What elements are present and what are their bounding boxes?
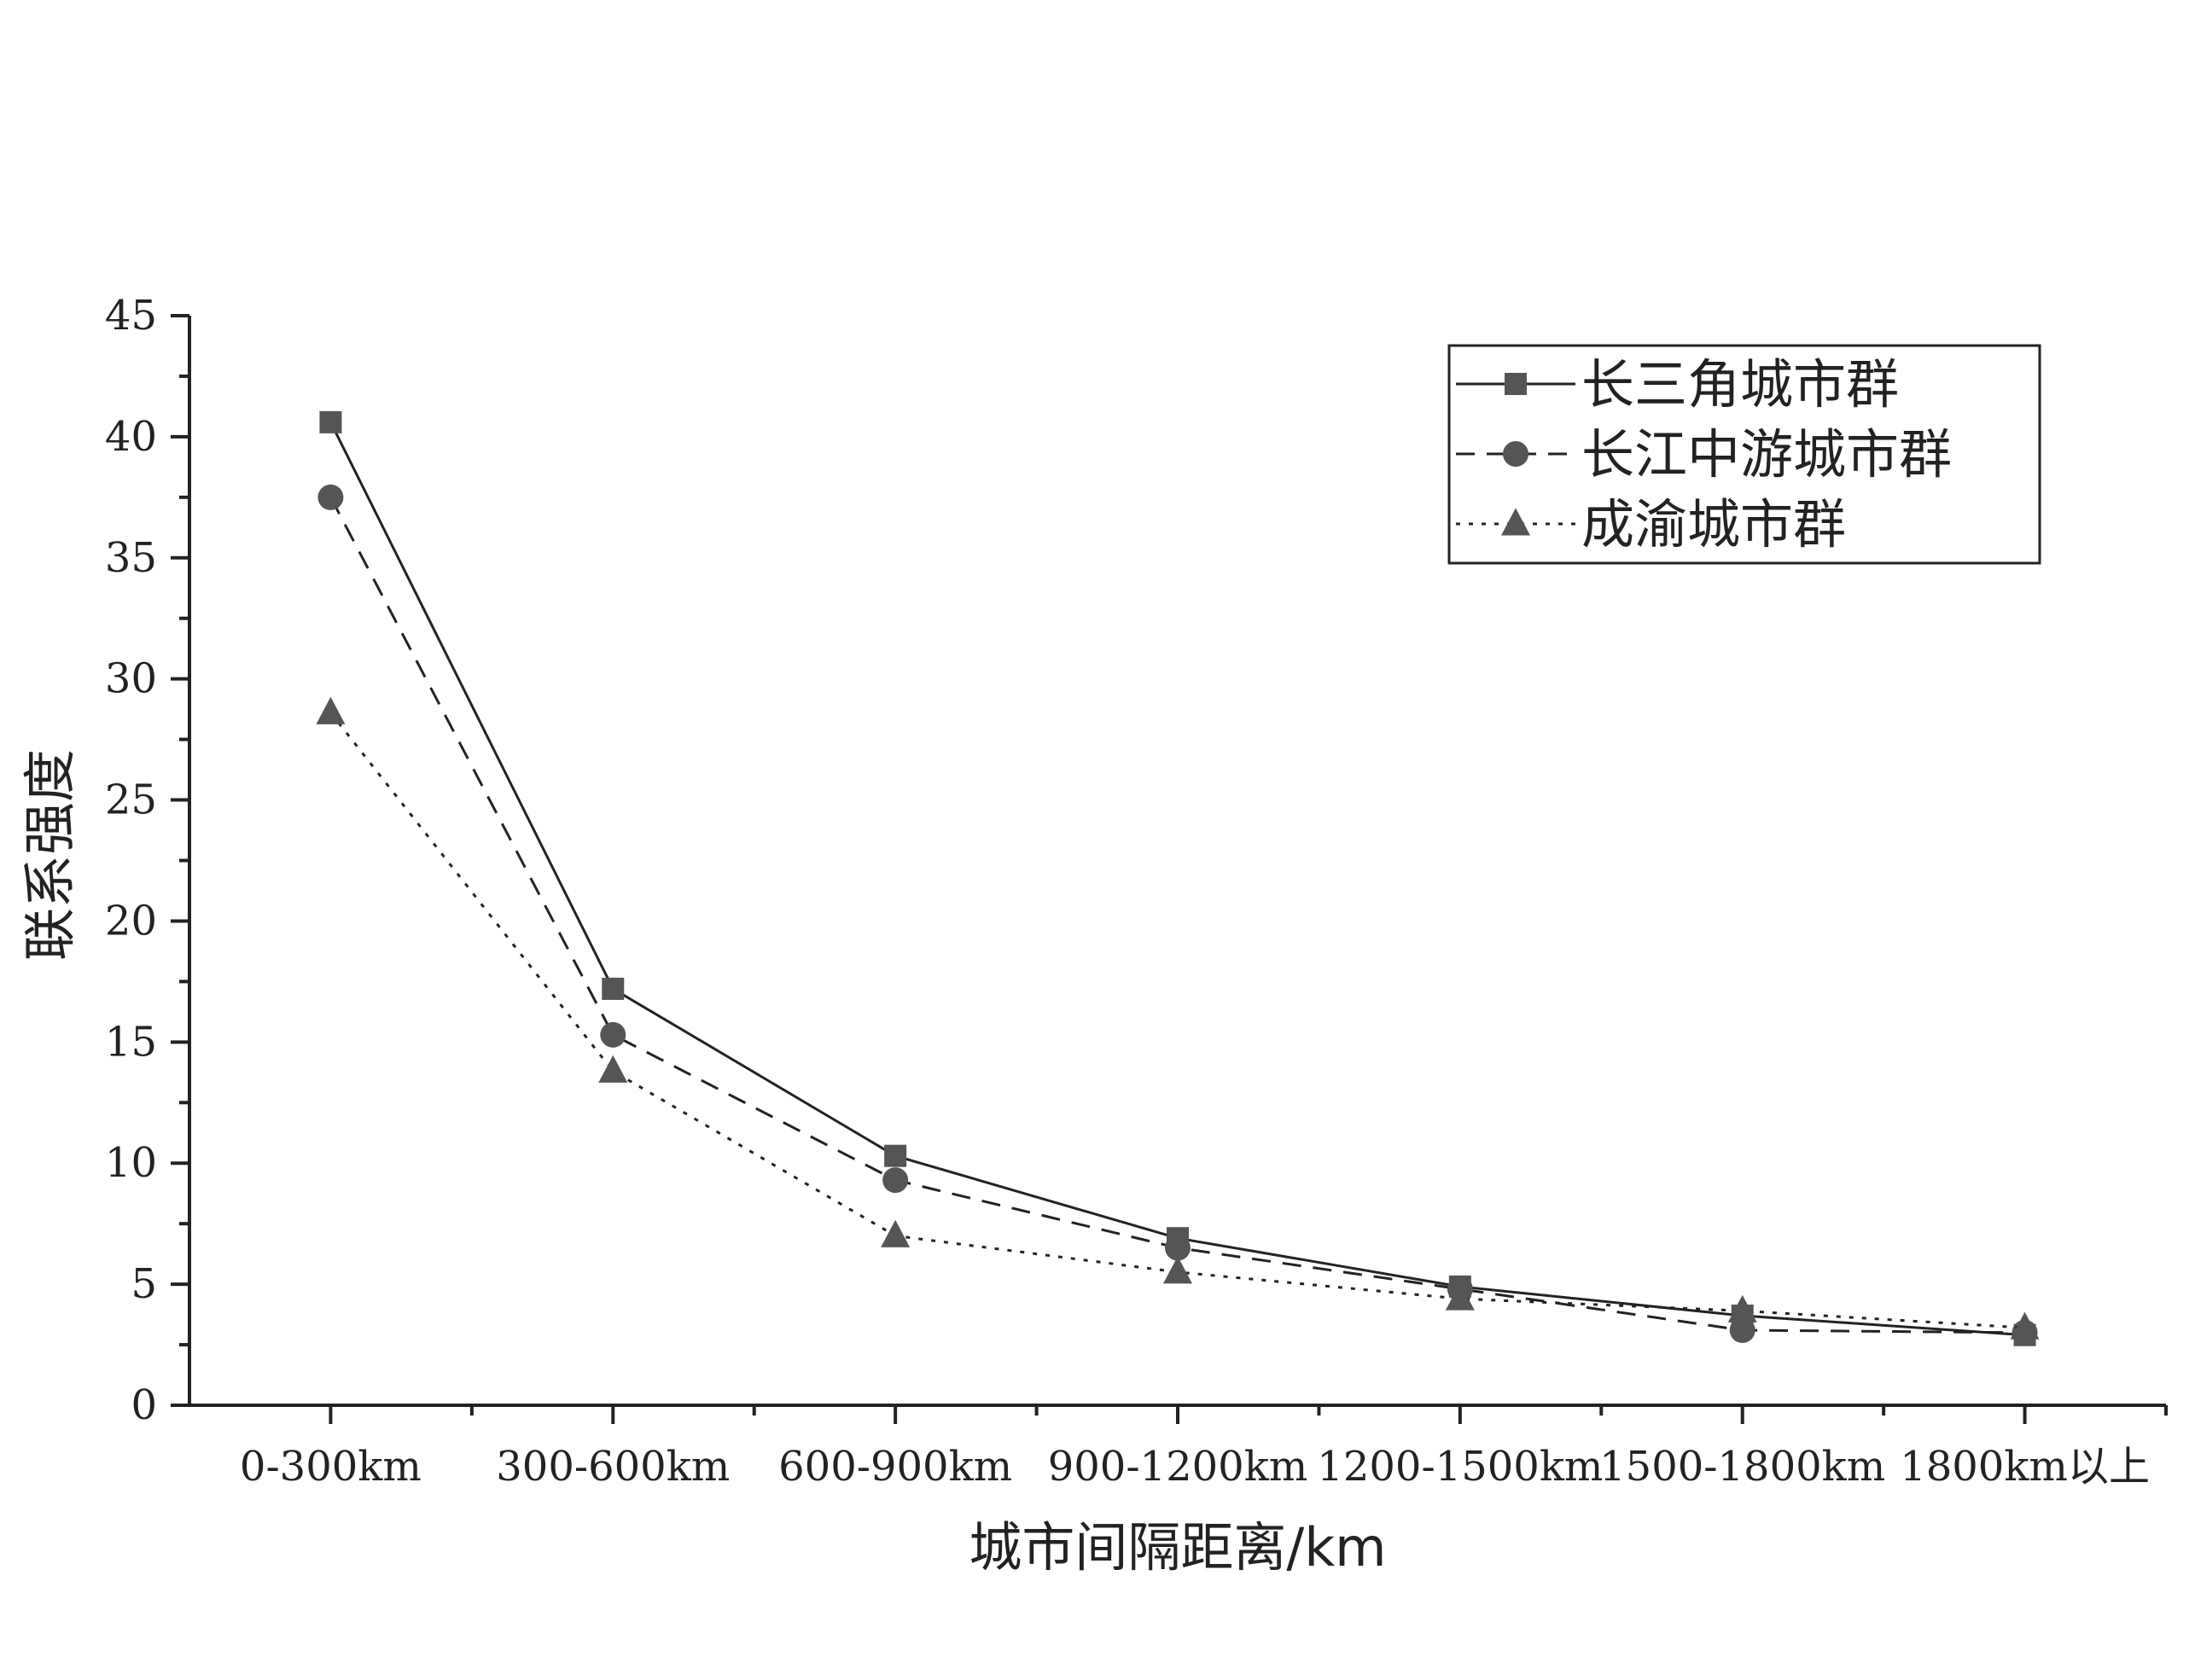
legend-label: 长三角城市群 bbox=[1581, 353, 1899, 416]
y-tick-label: 45 bbox=[105, 292, 157, 340]
legend-marker bbox=[1503, 441, 1528, 467]
legend-marker bbox=[1505, 373, 1527, 395]
legend-item: 长三角城市群 bbox=[1456, 353, 1899, 416]
y-tick-label: 15 bbox=[105, 1018, 157, 1066]
y-tick-label: 10 bbox=[105, 1139, 157, 1187]
data-point bbox=[602, 977, 625, 1000]
series-layer bbox=[316, 410, 2040, 1346]
data-point bbox=[317, 484, 344, 510]
axes: 0 5 10 15 20 25 30 35 40 45 0-300km 300-600km 600-90… bbox=[105, 292, 2168, 1491]
series-3 bbox=[316, 696, 2040, 1340]
x-tick-label: 1800km以上 bbox=[1900, 1443, 2150, 1491]
legend-item: 成渝城市群 bbox=[1456, 493, 1846, 555]
data-point bbox=[2010, 1311, 2040, 1340]
y-tick-label: 0 bbox=[131, 1381, 157, 1429]
y-tick-label: 20 bbox=[105, 897, 157, 945]
data-point bbox=[316, 696, 346, 724]
data-point bbox=[1163, 1256, 1192, 1284]
data-point bbox=[600, 1021, 626, 1048]
x-tick-label: 1500-1800km bbox=[1599, 1443, 1885, 1491]
series-line bbox=[329, 497, 2025, 1334]
data-point bbox=[1729, 1317, 1755, 1344]
x-tick-label: 0-300km bbox=[240, 1443, 422, 1491]
data-point bbox=[1165, 1235, 1191, 1261]
y-tick-label: 5 bbox=[131, 1260, 157, 1308]
data-point bbox=[882, 1167, 909, 1194]
data-point bbox=[884, 1144, 907, 1167]
x-axis-title: 城市间隔距离/km bbox=[969, 1516, 1386, 1578]
x-tick-label: 1200-1500km bbox=[1317, 1443, 1603, 1491]
legend-marker bbox=[1501, 508, 1530, 536]
data-point bbox=[1445, 1282, 1475, 1311]
y-axis-title: 联系强度 bbox=[19, 749, 81, 961]
y-tick-label: 40 bbox=[105, 413, 157, 461]
legend-item: 长江中游城市群 bbox=[1456, 423, 1952, 485]
legend-label: 成渝城市群 bbox=[1581, 493, 1846, 555]
data-point bbox=[319, 410, 342, 433]
legend-box bbox=[1447, 344, 2041, 565]
y-tick-label: 35 bbox=[105, 534, 157, 582]
data-point bbox=[881, 1219, 911, 1247]
data-point bbox=[598, 1055, 628, 1083]
data-point bbox=[1727, 1294, 1757, 1322]
y-tick-label: 25 bbox=[105, 776, 157, 824]
y-tick-label: 30 bbox=[105, 655, 157, 703]
x-tick-label: 300-600km bbox=[496, 1443, 730, 1491]
x-tick-label: 900-1200km bbox=[1048, 1443, 1308, 1491]
legend-label: 长江中游城市群 bbox=[1581, 423, 1952, 485]
x-tick-label: 600-900km bbox=[778, 1443, 1012, 1491]
